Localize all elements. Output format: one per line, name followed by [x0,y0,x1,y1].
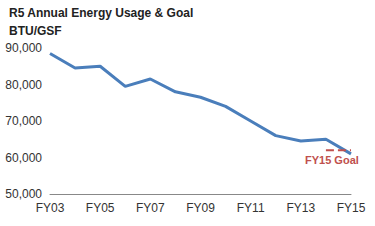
svg-text:FY05: FY05 [86,201,115,215]
svg-text:FY09: FY09 [186,201,215,215]
svg-text:70,000: 70,000 [5,114,42,128]
svg-text:FY15 Goal: FY15 Goal [305,154,359,166]
svg-text:FY11: FY11 [237,201,265,215]
svg-text:FY03: FY03 [36,201,65,215]
svg-text:BTU/GSF: BTU/GSF [9,24,62,38]
svg-text:R5 Annual Energy Usage & Goal: R5 Annual Energy Usage & Goal [9,6,193,20]
svg-text:90,000: 90,000 [5,41,42,55]
svg-text:FY13: FY13 [286,201,315,215]
svg-text:80,000: 80,000 [5,78,42,92]
svg-text:60,000: 60,000 [5,151,42,165]
svg-text:FY15: FY15 [337,201,366,215]
svg-text:FY07: FY07 [136,201,165,215]
svg-text:50,000: 50,000 [5,187,42,201]
